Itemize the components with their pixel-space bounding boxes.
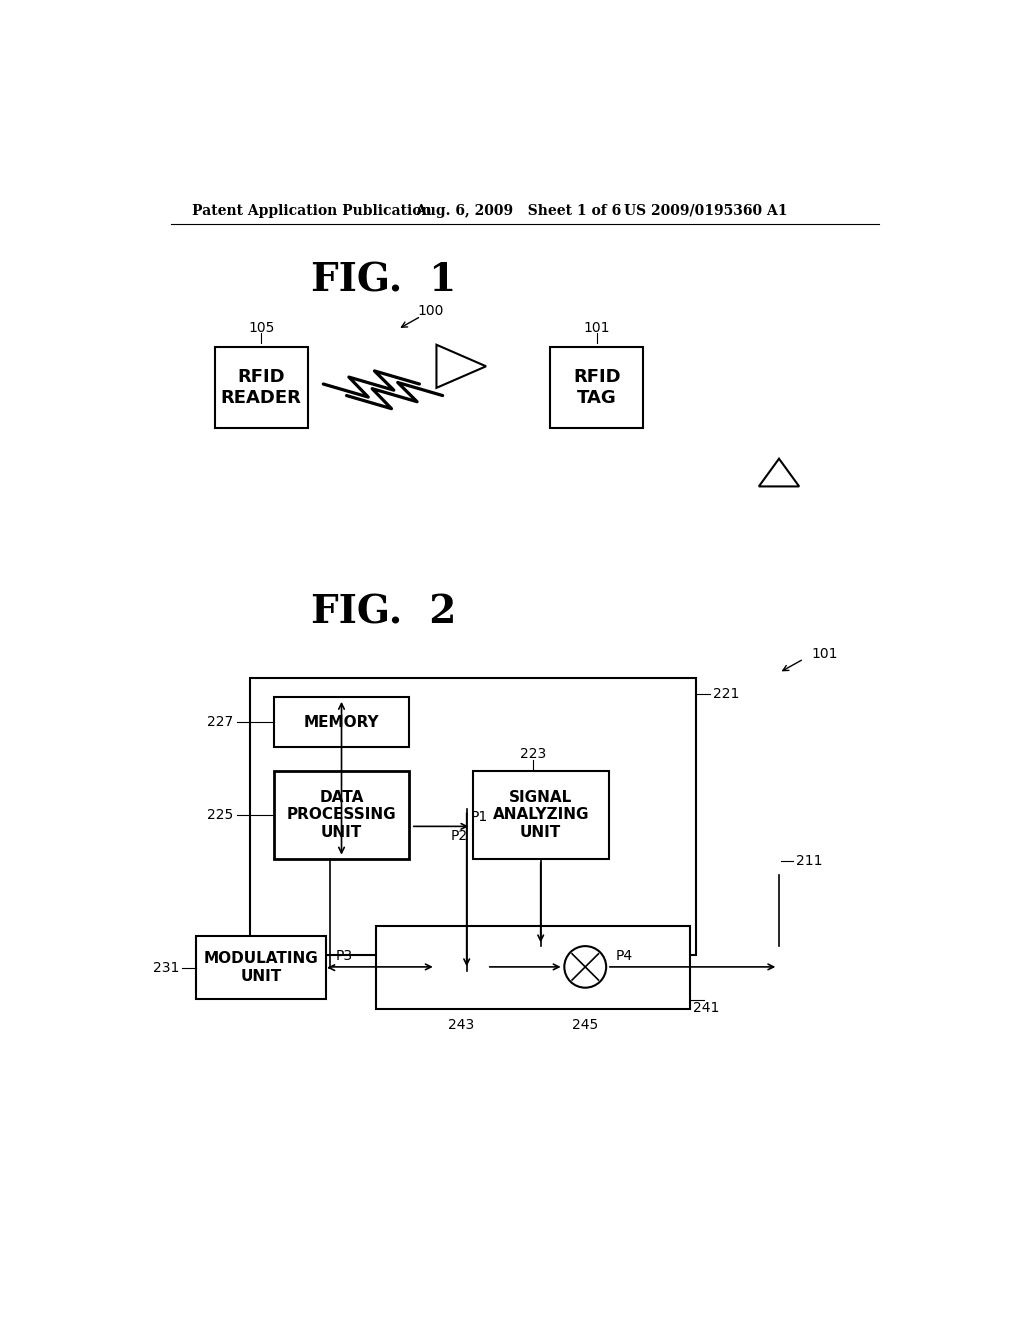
- Text: Aug. 6, 2009   Sheet 1 of 6: Aug. 6, 2009 Sheet 1 of 6: [415, 203, 621, 218]
- FancyBboxPatch shape: [197, 936, 327, 999]
- Text: DATA
PROCESSING
UNIT: DATA PROCESSING UNIT: [287, 789, 396, 840]
- FancyBboxPatch shape: [273, 771, 410, 859]
- Text: MEMORY: MEMORY: [304, 715, 379, 730]
- Text: 241: 241: [693, 1001, 719, 1015]
- Text: 227: 227: [207, 715, 233, 730]
- Text: P3: P3: [336, 949, 353, 964]
- FancyBboxPatch shape: [215, 347, 308, 428]
- Text: P2: P2: [452, 829, 468, 842]
- Text: 225: 225: [207, 808, 233, 822]
- Text: 101: 101: [584, 321, 610, 335]
- FancyBboxPatch shape: [376, 927, 690, 1010]
- Text: MODULATING
UNIT: MODULATING UNIT: [204, 952, 318, 983]
- Text: 245: 245: [572, 1018, 598, 1032]
- Text: Patent Application Publication: Patent Application Publication: [191, 203, 431, 218]
- Text: US 2009/0195360 A1: US 2009/0195360 A1: [624, 203, 787, 218]
- Text: 231: 231: [153, 961, 179, 974]
- Text: FIG.  2: FIG. 2: [311, 594, 457, 632]
- FancyBboxPatch shape: [273, 697, 410, 747]
- Text: 100: 100: [417, 304, 443, 318]
- Text: 101: 101: [812, 647, 838, 660]
- Text: 221: 221: [713, 686, 739, 701]
- Text: 105: 105: [248, 321, 274, 335]
- Text: 243: 243: [449, 1018, 474, 1032]
- Text: 223: 223: [520, 747, 546, 762]
- FancyBboxPatch shape: [550, 347, 643, 428]
- Text: RFID
TAG: RFID TAG: [573, 368, 621, 407]
- FancyBboxPatch shape: [251, 678, 696, 956]
- Text: 211: 211: [796, 854, 822, 867]
- Text: FIG.  1: FIG. 1: [311, 261, 457, 300]
- Text: P4: P4: [615, 949, 633, 964]
- Text: SIGNAL
ANALYZING
UNIT: SIGNAL ANALYZING UNIT: [493, 789, 589, 840]
- FancyBboxPatch shape: [473, 771, 608, 859]
- Text: RFID
READER: RFID READER: [221, 368, 302, 407]
- Text: P1: P1: [471, 810, 487, 824]
